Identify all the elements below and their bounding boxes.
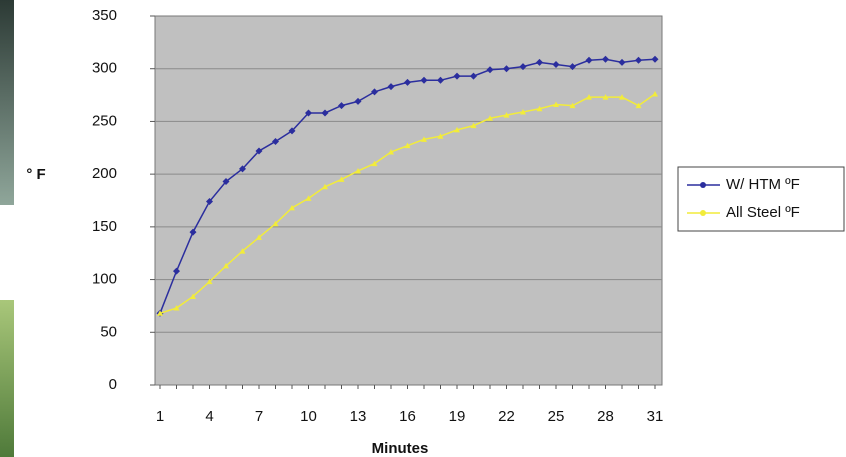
x-tick-label: 31 <box>647 408 664 425</box>
x-tick-label: 28 <box>597 408 614 425</box>
x-tick-label: 10 <box>300 408 317 425</box>
y-tick-label: 150 <box>92 218 117 235</box>
legend-label: All Steel ºF <box>726 204 800 221</box>
y-tick-label: 50 <box>100 323 117 340</box>
plot-area <box>155 16 662 385</box>
legend-marker <box>700 210 706 216</box>
x-axis-label: Minutes <box>372 440 429 457</box>
x-tick-label: 4 <box>205 408 213 425</box>
x-tick-label: 22 <box>498 408 515 425</box>
legend-marker <box>700 182 706 188</box>
y-tick-label: 200 <box>92 165 117 182</box>
chart: ° F Minutes 0 50 100 150 200 250 300 350 1 4 7 10 13… <box>0 0 846 457</box>
y-tick-label: 0 <box>109 376 117 393</box>
y-tick-label: 100 <box>92 271 117 288</box>
background-photo <box>0 0 14 205</box>
x-tick-label: 13 <box>350 408 367 425</box>
x-tick-label: 19 <box>449 408 466 425</box>
y-tick-label: 250 <box>92 112 117 129</box>
x-tick-label: 7 <box>255 408 263 425</box>
legend-label: W/ HTM ºF <box>726 176 800 193</box>
y-axis-label: ° F <box>26 166 45 183</box>
x-tick-label: 1 <box>156 408 164 425</box>
y-tick-label: 300 <box>92 60 117 77</box>
y-tick-label: 350 <box>92 7 117 24</box>
x-tick-label: 16 <box>399 408 416 425</box>
background-photo <box>0 300 14 457</box>
x-tick-label: 25 <box>548 408 565 425</box>
